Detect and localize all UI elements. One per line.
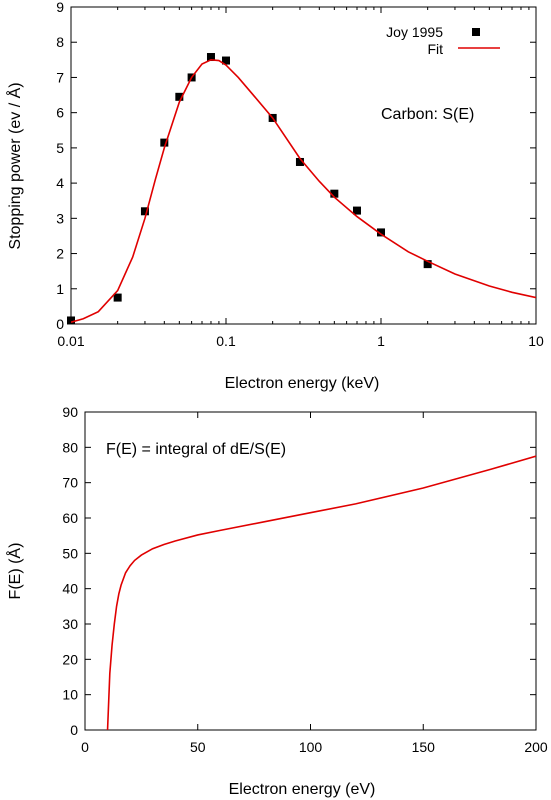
y-tick-label: 50 <box>62 545 78 561</box>
y-tick-label: 6 <box>56 105 64 121</box>
chart-annotation: Carbon: S(E) <box>381 106 474 123</box>
y-tick-label: 0 <box>56 316 64 332</box>
legend: Joy 1995 Fit <box>386 24 500 57</box>
chart-annotation: F(E) = integral of dE/S(E) <box>106 441 286 458</box>
data-point <box>175 92 184 101</box>
data-point <box>206 53 215 62</box>
y-tick-label: 4 <box>56 175 64 191</box>
x-tick-label: 200 <box>524 739 548 755</box>
y-tick-label: 20 <box>62 651 78 667</box>
x-axis-label: Electron energy (eV) <box>229 781 376 798</box>
legend-label-joy1995: Joy 1995 <box>386 24 443 40</box>
y-tick-label: 60 <box>62 510 78 526</box>
legend-label-fit: Fit <box>427 41 443 57</box>
y-tick-label: 30 <box>62 616 78 632</box>
y-tick-label: 5 <box>56 140 64 156</box>
x-tick-label: 0 <box>81 739 89 755</box>
data-point <box>352 206 361 215</box>
y-tick-label: 90 <box>62 404 78 420</box>
plot-frame <box>84 411 537 731</box>
x-tick-label: 0.01 <box>57 333 84 349</box>
y-tick-label: 3 <box>56 210 64 226</box>
y-tick-label: 40 <box>62 581 78 597</box>
data-point <box>377 228 385 237</box>
y-tick-label: 0 <box>70 722 78 738</box>
plot-frame <box>70 6 537 325</box>
y-tick-label: 9 <box>56 0 64 15</box>
data-point <box>140 207 149 216</box>
y-tick-label: 1 <box>56 281 64 297</box>
x-tick-label: 50 <box>190 739 206 755</box>
x-axis-label: Electron energy (keV) <box>225 375 380 392</box>
series-line-0 <box>106 455 536 730</box>
y-tick-label: 8 <box>56 34 64 50</box>
data-point <box>67 316 75 325</box>
y-tick-label: 10 <box>62 687 78 703</box>
integral-chart: 0 10 20 30 40 50 60 70 80 90 0 50 100 150 200 F(E) = i… <box>5 404 548 798</box>
legend-marker-joy1995 <box>472 28 480 36</box>
data-point <box>423 260 432 269</box>
data-point <box>113 293 122 302</box>
y-tick-label: 7 <box>56 69 64 85</box>
y-axis-label: Stopping power (ev / Å) <box>5 82 24 249</box>
data-point <box>222 56 230 65</box>
series-line-fit <box>71 59 536 324</box>
data-point <box>160 138 169 147</box>
stopping-power-chart: 0 1 2 3 4 5 6 7 8 9 0.01 0.1 1 10 Carbon: S(E) Joy 19… <box>5 0 544 392</box>
y-axis-label: F(E) (Å) <box>5 543 24 600</box>
y-tick-label: 2 <box>56 246 64 262</box>
x-tick-label: 0.1 <box>216 333 236 349</box>
data-point <box>295 157 304 166</box>
x-tick-label: 10 <box>528 333 544 349</box>
y-tick-label: 70 <box>62 475 78 491</box>
x-tick-label: 100 <box>299 739 323 755</box>
data-point <box>330 189 339 198</box>
y-tick-label: 80 <box>62 439 78 455</box>
x-tick-label: 1 <box>377 333 385 349</box>
x-tick-label: 150 <box>412 739 436 755</box>
